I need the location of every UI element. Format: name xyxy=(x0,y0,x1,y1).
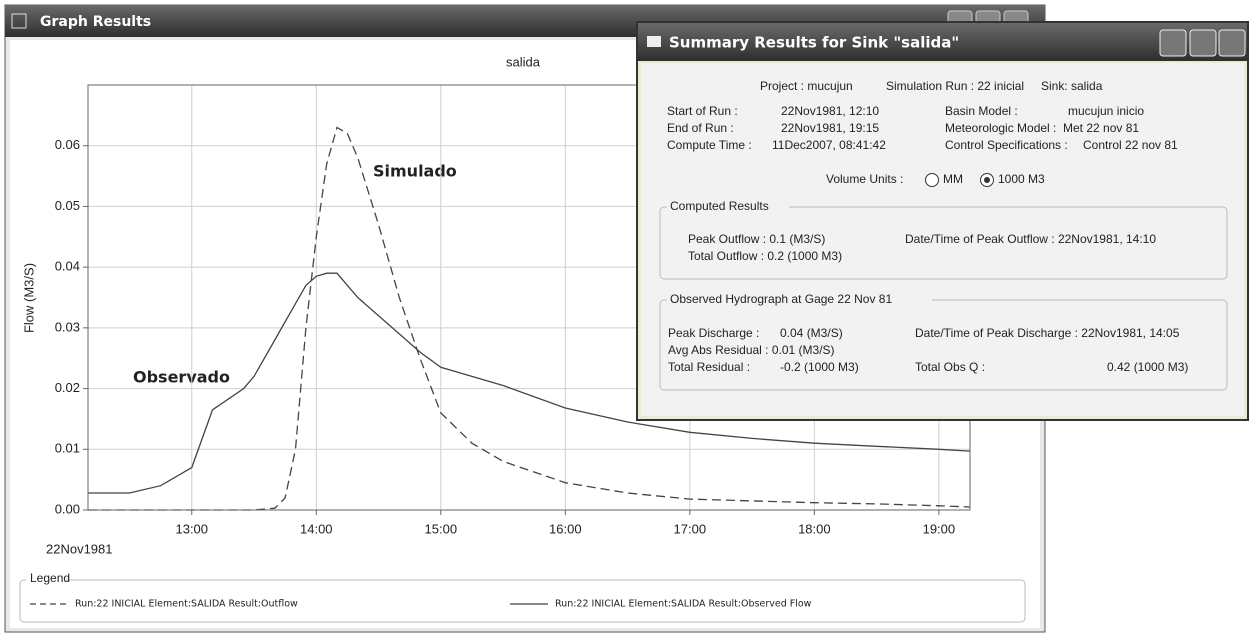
x-tick-label: 14:00 xyxy=(300,521,333,536)
summary-title: Summary Results for Sink "salida" xyxy=(669,34,959,52)
run-label: End of Run : xyxy=(667,121,734,135)
radio-mm[interactable] xyxy=(925,173,939,187)
summary-titlebar xyxy=(638,23,1247,61)
legend-label: Run:22 INICIAL Element:SALIDA Result:Obs… xyxy=(555,599,812,610)
model-value: Met 22 nov 81 xyxy=(1063,121,1139,135)
close-button[interactable] xyxy=(1218,29,1246,57)
x-tick-label: 19:00 xyxy=(923,521,956,536)
window-icon xyxy=(647,36,661,47)
x-tick-label: 13:00 xyxy=(175,521,208,536)
legend-label: Run:22 INICIAL Element:SALIDA Result:Out… xyxy=(75,599,298,610)
run-value: 11Dec2007, 08:41:42 xyxy=(772,138,886,152)
chart-title: salida xyxy=(506,54,541,69)
radio-label: 1000 M3 xyxy=(998,172,1045,186)
annotation: Simulado xyxy=(373,162,457,181)
y-tick-label: 0.04 xyxy=(55,259,80,274)
y-axis-label: Flow (M3/S) xyxy=(21,263,36,333)
radio-label: MM xyxy=(943,172,963,186)
summary-panel xyxy=(641,63,1244,416)
volume-label: Volume Units : xyxy=(826,172,903,186)
x-tick-label: 18:00 xyxy=(798,521,831,536)
run-label: Compute Time : xyxy=(667,138,752,152)
total-obs-value: 0.42 (1000 M3) xyxy=(1107,360,1188,374)
x-tick-label: 17:00 xyxy=(674,521,707,536)
total-obs-label: Total Obs Q : xyxy=(915,360,985,374)
total-residual-value: -0.2 (1000 M3) xyxy=(780,360,859,374)
plot-layer: 0.00 0.01 0.02 0.03 0.04 0.05 0.06 13:00 14:00 15… xyxy=(30,84,971,610)
series-line xyxy=(88,272,971,494)
maximize-button[interactable] xyxy=(1189,29,1217,57)
y-tick-label: 0.05 xyxy=(55,198,80,213)
group-title-bg xyxy=(667,200,789,214)
peak-discharge-time: Date/Time of Peak Discharge : 22Nov1981,… xyxy=(915,326,1180,340)
graph-window-title: Graph Results xyxy=(40,14,151,30)
series-line xyxy=(88,126,971,511)
radio-dot xyxy=(984,177,990,183)
run-label: Start of Run : xyxy=(667,104,738,118)
run-value: 22Nov1981, 19:15 xyxy=(781,121,879,135)
group-title-bg xyxy=(667,293,932,307)
y-tick-label: 0.03 xyxy=(55,319,80,334)
model-label: Meteorologic Model : xyxy=(945,121,1056,135)
avg-residual: Avg Abs Residual : 0.01 (M3/S) xyxy=(668,343,835,357)
legend-title: Legend xyxy=(30,571,70,585)
group-title: Observed Hydrograph at Gage 22 Nov 81 xyxy=(670,292,892,306)
header-run: Simulation Run : 22 inicial xyxy=(886,79,1024,93)
total-outflow: Total Outflow : 0.2 (1000 M3) xyxy=(688,249,842,263)
model-label: Basin Model : xyxy=(945,104,1018,118)
model-value: mucujun inicio xyxy=(1068,104,1144,118)
y-tick-label: 0.02 xyxy=(55,380,80,395)
legend-box xyxy=(19,579,1026,623)
x-tick-label: 15:00 xyxy=(425,521,458,536)
y-tick-label: 0.06 xyxy=(55,137,80,152)
header-sink: Sink: salida xyxy=(1041,79,1103,93)
minimize-button[interactable] xyxy=(1159,29,1187,57)
date-label: 22Nov1981 xyxy=(46,541,113,556)
legend-title-bg xyxy=(26,572,66,586)
computed-group xyxy=(659,206,1228,280)
peak-discharge-label: Peak Discharge : xyxy=(668,326,759,340)
y-tick-label: 0.00 xyxy=(55,501,80,516)
model-label: Control Specifications : xyxy=(945,138,1068,152)
header-project: Project : mucujun xyxy=(760,79,853,93)
annotation: Observado xyxy=(133,368,230,387)
run-value: 22Nov1981, 12:10 xyxy=(781,104,879,118)
observed-group xyxy=(659,299,1228,391)
group-title: Computed Results xyxy=(670,199,769,213)
y-tick-label: 0.01 xyxy=(55,441,80,456)
peak-outflow-time: Date/Time of Peak Outflow : 22Nov1981, 1… xyxy=(905,232,1156,246)
peak-outflow: Peak Outflow : 0.1 (M3/S) xyxy=(688,232,825,246)
total-residual-label: Total Residual : xyxy=(668,360,750,374)
model-value: Control 22 nov 81 xyxy=(1083,138,1178,152)
x-tick-label: 16:00 xyxy=(549,521,582,536)
window-icon xyxy=(11,13,27,29)
peak-discharge-value: 0.04 (M3/S) xyxy=(780,326,843,340)
